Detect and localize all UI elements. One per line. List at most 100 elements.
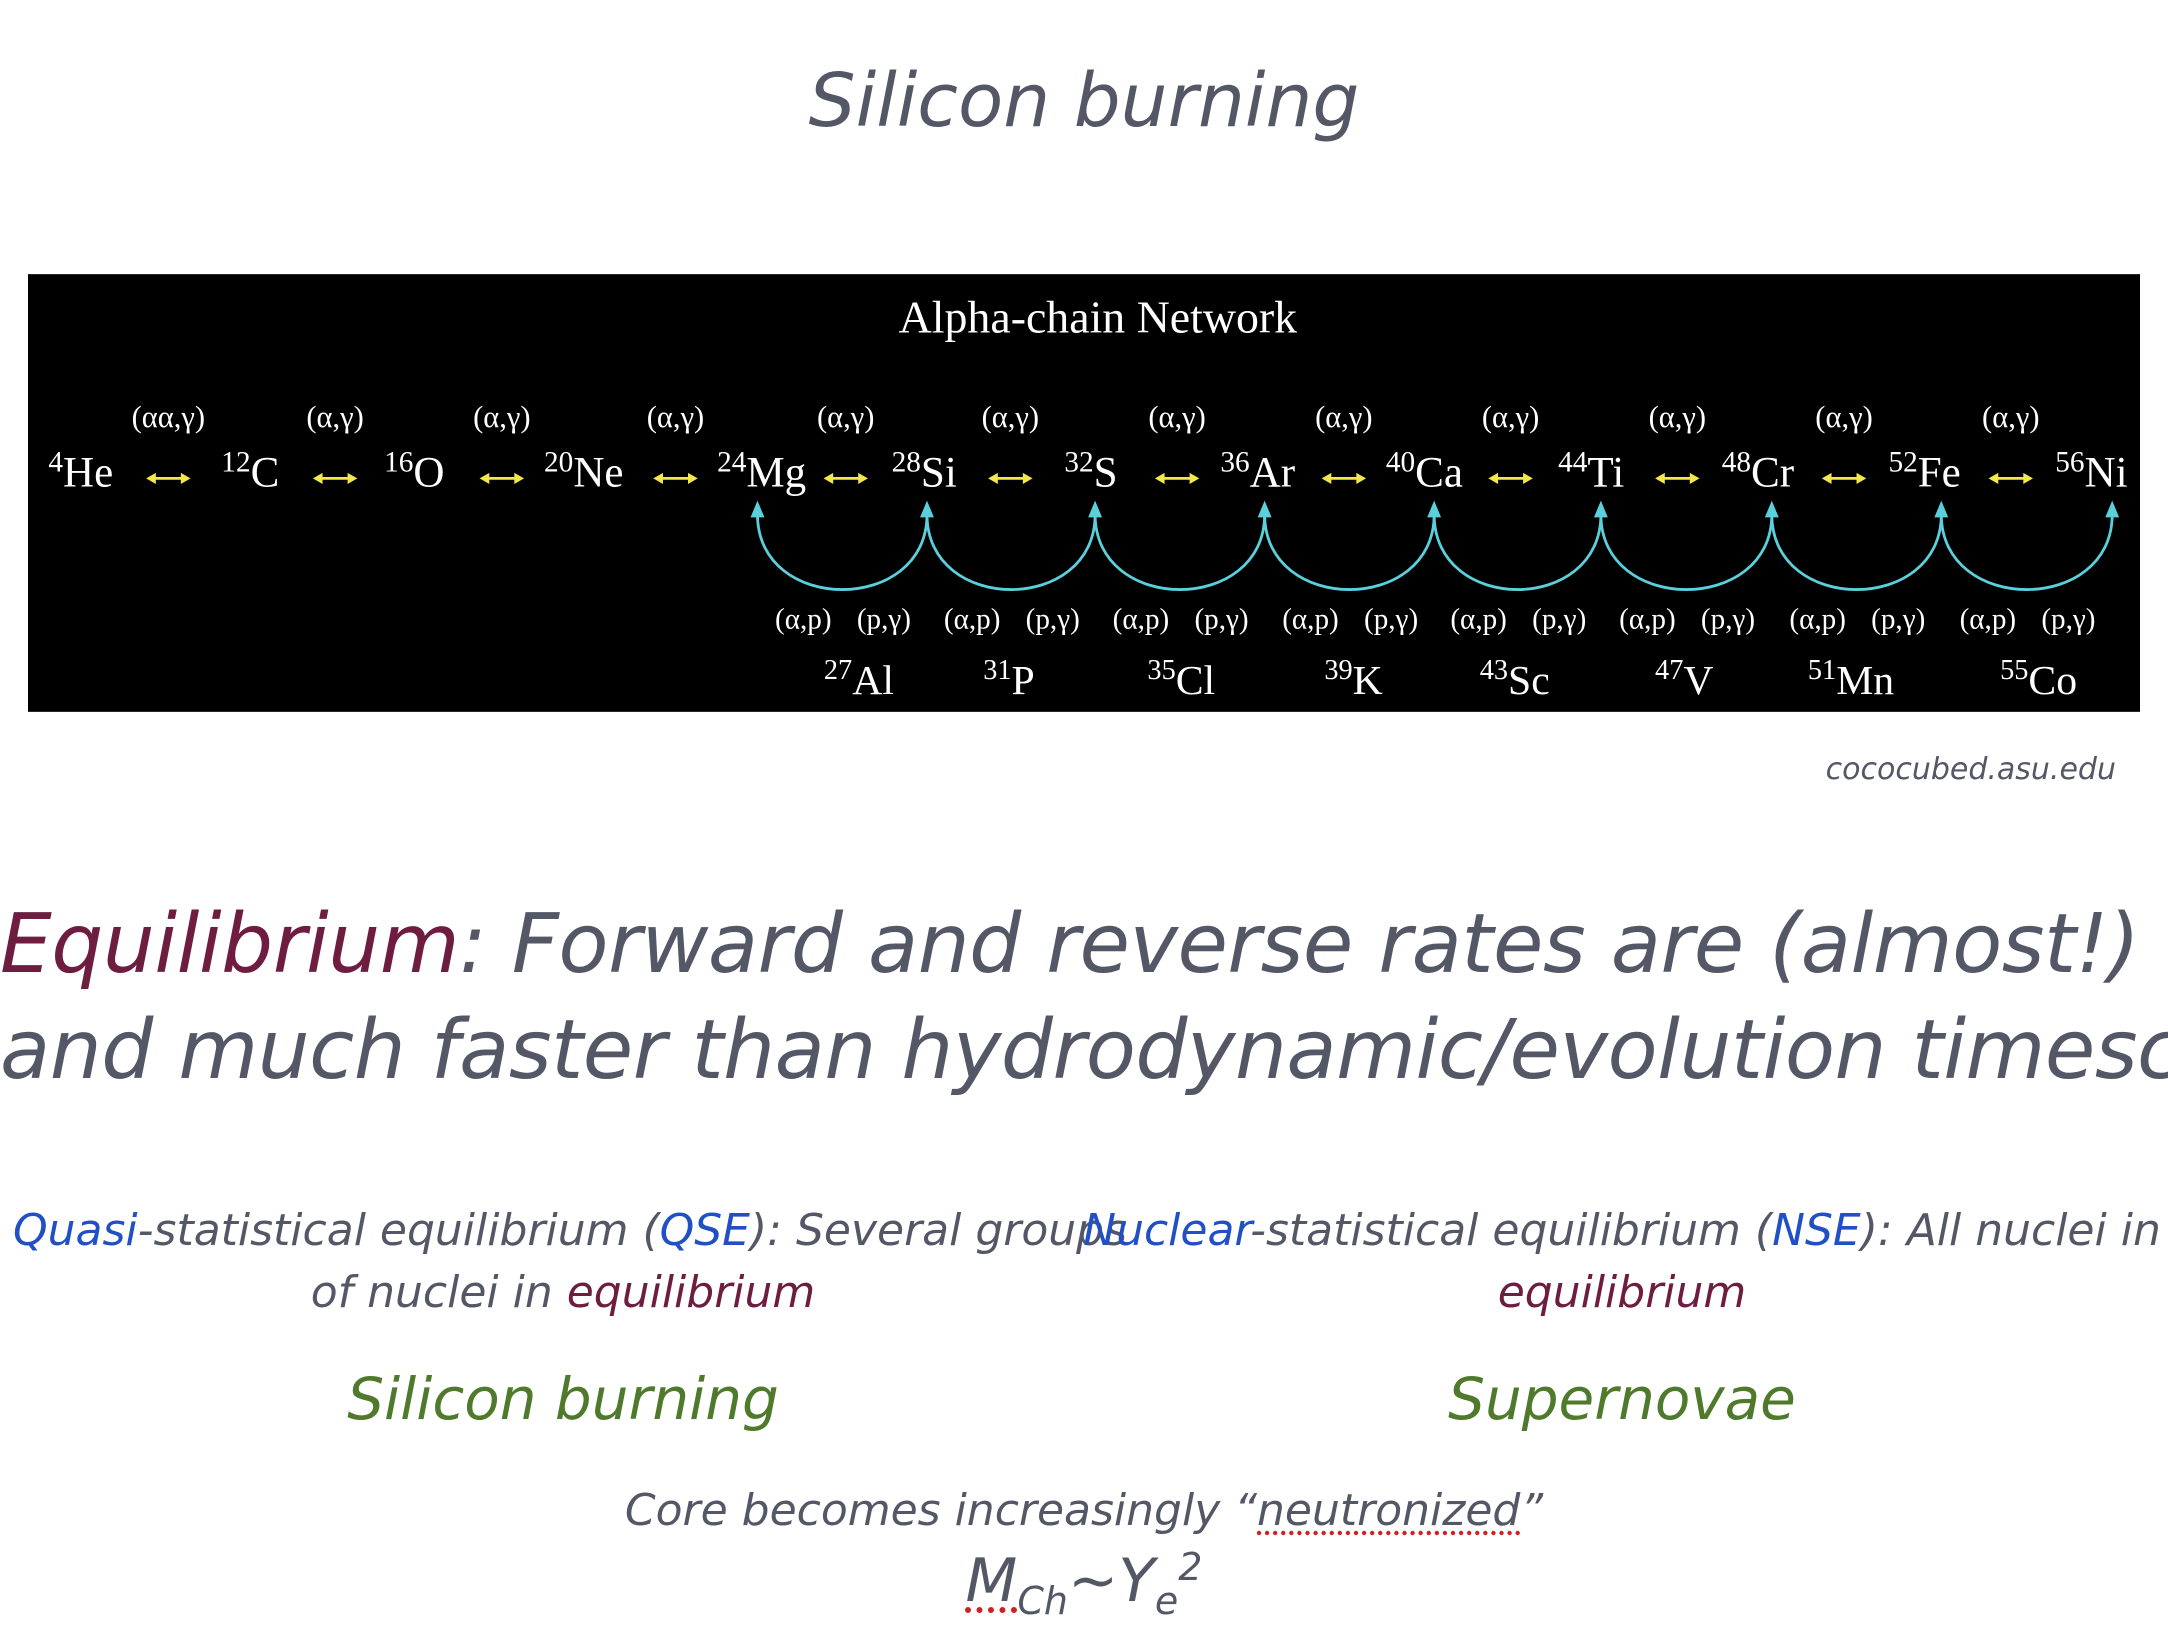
nucleus: 31P <box>983 655 1035 704</box>
cyan-arrowhead <box>750 500 765 518</box>
mass-number: 48 <box>1722 447 1751 479</box>
element-symbol: Sc <box>1508 658 1550 704</box>
element-symbol: He <box>63 450 113 497</box>
mass-number: 28 <box>892 447 921 479</box>
reaction-label: (α,p) <box>1113 603 1170 635</box>
nucleus: 20Ne <box>544 447 624 497</box>
superscript: 2 <box>1178 1545 1203 1589</box>
reaction-label: (α,p) <box>1960 603 2017 635</box>
cyan-arrowhead <box>1934 500 1949 518</box>
element-symbol: Mn <box>1836 658 1894 704</box>
cyan-arrowhead <box>1088 500 1103 518</box>
reaction-label: (α,p) <box>775 603 832 635</box>
yellow-arrowhead <box>1655 472 1700 484</box>
qse-example: Silicon burning <box>347 1365 779 1433</box>
reaction-label: (p,γ) <box>1871 603 1925 635</box>
nse-example: Supernovae <box>1448 1365 1796 1433</box>
mass-number: 16 <box>384 447 413 479</box>
element-symbol: Mg <box>746 450 806 497</box>
yellow-arrowhead <box>1821 472 1867 484</box>
subscript: e <box>1154 1579 1179 1623</box>
mass-number: 31 <box>983 655 1011 686</box>
text: : Forward and reverse rates are (almost!… <box>459 897 2168 992</box>
yellow-arrowhead <box>1488 472 1533 484</box>
cyan-arc <box>925 514 1097 591</box>
slide-title: Silicon burning <box>808 58 1360 144</box>
nucleus: 39K <box>1324 655 1382 704</box>
yellow-arrowhead <box>1154 472 1200 484</box>
nse-line: Nuclear-statistical equilibrium (NSE): A… <box>1072 1200 2168 1262</box>
reaction-label: (α,γ) <box>1815 400 1872 434</box>
text: -statistical equilibrium ( <box>1250 1205 1773 1256</box>
text: ” <box>1520 1485 1544 1536</box>
qse-line: Quasi-statistical equilibrium (QSE): Sev… <box>13 1200 1127 1262</box>
keyword: QSE <box>659 1205 750 1256</box>
yellow-arrowhead <box>312 472 358 484</box>
reaction-label: (p,γ) <box>1194 603 1248 635</box>
reaction-label: (p,γ) <box>1701 603 1755 635</box>
nucleus: 55Co <box>2000 655 2077 704</box>
formula: MCh~Ye2 <box>0 1545 2168 1623</box>
reaction-label: (αα,γ) <box>132 400 206 434</box>
statement-line: Equilibrium: Forward and reverse rates a… <box>0 892 2168 998</box>
keyword: Nuclear <box>1083 1205 1251 1256</box>
reaction-label: (α,γ) <box>817 400 874 434</box>
nucleus: 48Cr <box>1722 447 1794 497</box>
text: Core becomes increasingly “ <box>624 1485 1258 1536</box>
element-symbol: Ti <box>1587 450 1624 497</box>
element-symbol: Ni <box>2084 450 2127 497</box>
text: of nuclei in <box>310 1267 567 1318</box>
element-symbol: Al <box>852 658 894 704</box>
cyan-arc <box>1599 514 1774 591</box>
nse-line: equilibrium <box>1072 1262 2168 1324</box>
mass-number: 24 <box>717 447 747 479</box>
nucleus: 47V <box>1655 655 1713 704</box>
reaction-label: (α,p) <box>1282 603 1339 635</box>
text: -statistical equilibrium ( <box>137 1205 660 1256</box>
mass-number: 56 <box>2055 447 2084 479</box>
reaction-label: (p,γ) <box>1532 603 1586 635</box>
mass-number: 52 <box>1888 447 1917 479</box>
cyan-arc <box>1093 514 1267 591</box>
cyan-arc <box>756 514 929 591</box>
reaction-label: (p,γ) <box>857 603 911 635</box>
text: and much faster than hydrodynamic/evolut… <box>0 1003 2168 1098</box>
nucleus: 24Mg <box>717 447 806 497</box>
element-symbol: Cr <box>1751 450 1794 497</box>
reaction-label: (p,γ) <box>2041 603 2095 635</box>
text: ): All nuclei in <box>1860 1205 2161 1256</box>
mass-number: 20 <box>544 447 573 479</box>
nucleus: 40Ca <box>1386 447 1463 497</box>
reaction-label: (α,γ) <box>306 400 363 434</box>
reaction-label: (α,p) <box>1789 603 1846 635</box>
element-symbol: Si <box>921 450 957 497</box>
mass-number: 35 <box>1147 655 1175 686</box>
yellow-arrowhead <box>1988 472 2034 484</box>
cyan-arrowhead <box>2105 500 2120 518</box>
reaction-label: (α,p) <box>1619 603 1676 635</box>
image-credit: cococubed.asu.edu <box>1825 752 2116 787</box>
yellow-arrowhead <box>988 472 1033 484</box>
element-symbol: K <box>1353 658 1383 704</box>
nucleus: 52Fe <box>1888 447 1960 497</box>
mass-number: 44 <box>1558 447 1588 479</box>
mass-number: 55 <box>2000 655 2028 686</box>
mass-number: 12 <box>221 447 250 479</box>
element-symbol: O <box>413 450 444 497</box>
reaction-label: (p,γ) <box>1364 603 1418 635</box>
mass-number: 36 <box>1220 447 1249 479</box>
nucleus: 4He <box>48 447 113 497</box>
diagram-background <box>28 274 2140 712</box>
yellow-arrowhead <box>146 472 191 484</box>
alpha-chain-diagram: Alpha-chain Network 4He 12C 16O 20Ne 24Mg 28S… <box>28 274 2140 712</box>
nucleus: 28Si <box>892 447 957 497</box>
nucleus: 27Al <box>824 655 894 704</box>
symbol: M <box>965 1546 1018 1616</box>
yellow-arrowhead <box>1321 472 1367 484</box>
yellow-arrowhead <box>479 472 525 484</box>
cyan-arc <box>1770 514 1943 591</box>
element-symbol: Ne <box>573 450 623 497</box>
term: equilibrium <box>566 1267 816 1318</box>
reaction-label: (α,γ) <box>1315 400 1372 434</box>
nucleus: 36Ar <box>1220 447 1295 497</box>
